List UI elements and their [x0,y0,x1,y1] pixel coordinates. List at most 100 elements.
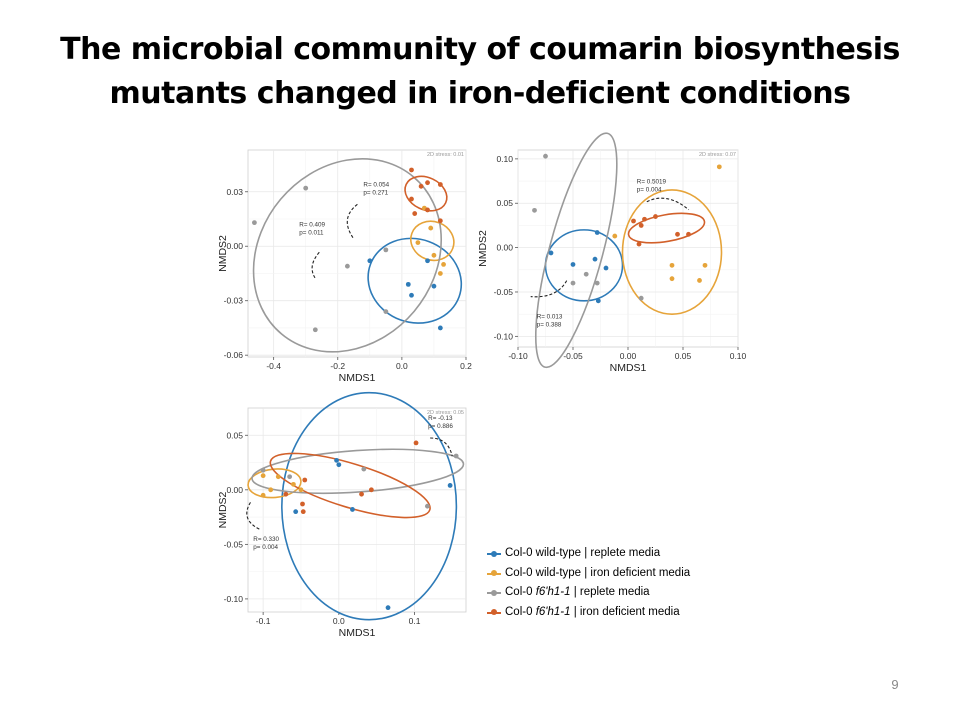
y-tick-label: -0.10 [494,331,514,341]
stat-annotation: R= 0.5019 [637,179,667,186]
x-tick-label: 0.1 [409,616,421,626]
data-point [260,467,266,473]
y-tick-label: 0.00 [226,485,243,495]
x-tick-label: 0.05 [675,351,692,361]
data-point [424,503,430,509]
page-number: 9 [891,677,899,692]
legend-swatch-icon [487,550,501,557]
y-tick-label: -0.06 [224,350,244,360]
data-point [283,491,289,497]
stress-label: 2D stress: 0.05 [427,410,464,416]
data-point [425,258,430,264]
data-point [409,167,414,173]
data-point [675,231,680,237]
data-point [653,214,658,219]
stat-annotation: p= 0.388 [537,322,562,329]
data-point [425,180,430,186]
x-axis-label: NMDS1 [339,627,376,639]
nmds-plot-top-left: -0.4 -0.2 0.0 0.2 -0.06 -0.03 0.00 0.03 NMDS1 NMD… [217,149,472,384]
data-point [418,183,424,189]
data-point [361,466,367,472]
data-point [583,271,589,277]
data-point [543,153,548,159]
x-axis-label: NMDS1 [610,362,647,374]
y-tick-label: 0.00 [496,243,513,253]
x-tick-label: -0.4 [266,361,281,371]
confidence-ellipse [534,132,618,369]
y-tick-label: 0.10 [496,154,513,164]
x-tick-label: 0.0 [396,361,408,371]
annotation-bracket [430,437,453,457]
annotation-bracket [646,197,690,211]
y-tick-label: 0.00 [226,241,243,251]
confidence-ellipse [252,158,443,353]
stat-annotation: p= 0.271 [363,189,388,196]
confidence-ellipse [367,237,463,324]
data-point [260,473,266,479]
data-point [570,280,576,286]
data-point [412,211,418,216]
annotation-bracket [530,280,568,298]
confidence-ellipse [251,448,465,495]
data-point [300,509,306,515]
title-line-1: The microbial community of coumarin bios… [60,32,900,67]
data-point [344,263,350,269]
nmds-plot-bottom: -0.1 0.0 0.1 -0.10 -0.05 0.00 0.05 NMDS1 NMDS2 2D… [217,391,467,639]
data-point [268,487,274,493]
x-tick-label: 0.10 [730,351,747,361]
data-point [636,241,642,247]
legend-item-wildtype-replete: Col-0 wild-type | replete media [487,544,690,564]
stat-annotation: p= 0.886 [428,423,453,430]
stress-label: 2D stress: 0.07 [699,152,736,158]
data-point [405,281,411,287]
title-line-2: mutants changed in iron-deficient condit… [109,76,851,111]
data-point [437,325,443,331]
data-point [447,483,453,488]
y-tick-label: 0.03 [226,187,243,197]
y-tick-label: 0.05 [226,430,243,440]
confidence-ellipse [281,391,458,621]
x-tick-label: 0.00 [620,351,637,361]
data-point [425,207,430,213]
confidence-ellipse [627,212,706,244]
data-point [716,164,722,170]
data-point [702,262,708,268]
y-axis-label: NMDS2 [477,230,489,267]
data-point [428,225,434,231]
confidence-ellipse [269,452,431,519]
data-point [437,271,443,276]
y-axis-label: NMDS2 [217,235,229,272]
data-point [409,292,414,298]
data-point [594,230,600,235]
data-point [638,295,644,301]
data-point [592,256,598,262]
y-axis-label: NMDS2 [217,491,229,528]
data-point [350,507,355,512]
stat-annotation: R= 0.013 [537,314,563,321]
data-point [642,216,647,222]
data-point [275,474,281,480]
data-point [252,220,257,226]
y-tick-label: -0.10 [224,594,244,604]
y-tick-label: -0.05 [224,539,244,549]
x-tick-label: 0.2 [460,361,472,371]
y-tick-label: -0.05 [494,287,514,297]
data-point [298,487,304,493]
data-point [612,233,618,239]
confidence-ellipse [404,175,448,212]
data-point [631,218,636,224]
data-point [669,262,675,268]
stat-annotation: R= -0.13 [428,415,453,422]
data-point [686,231,691,237]
data-point [359,491,364,497]
nmds-plot-top-right: -0.10 -0.05 0.00 0.05 0.10 -0.10 -0.05 0.00 0.05… [477,132,747,374]
legend-item-f6h1-replete: Col-0 f6'h1-1 | replete media [487,583,690,603]
data-point [669,276,675,282]
stat-annotation: p= 0.004 [637,187,662,194]
stat-annotation: R= 0.409 [299,221,325,228]
data-point [548,250,554,256]
data-point [300,501,305,507]
stat-annotation: R= 0.330 [253,536,279,543]
data-point [303,185,309,191]
legend-item-wildtype-iron-deficient: Col-0 wild-type | iron deficient media [487,564,690,584]
